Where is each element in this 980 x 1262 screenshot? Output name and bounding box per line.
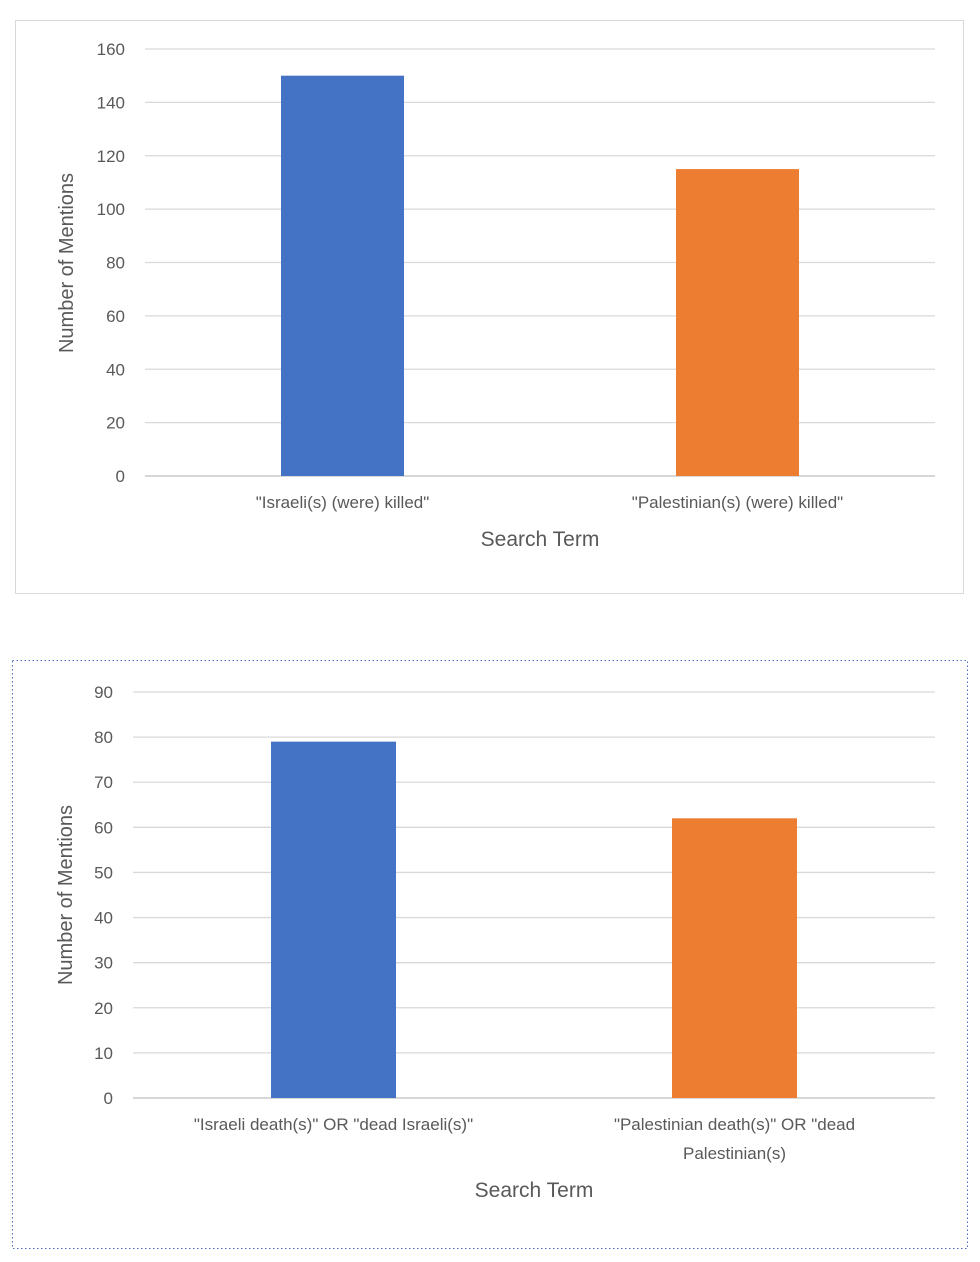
y-tick-label: 60 xyxy=(106,307,125,326)
y-tick-label: 120 xyxy=(97,147,125,166)
y-tick-label: 60 xyxy=(94,818,113,837)
bar-1 xyxy=(281,75,404,476)
y-tick-label: 20 xyxy=(106,414,125,433)
bar-2 xyxy=(676,169,799,476)
y-tick-label: 140 xyxy=(97,93,125,112)
chart-1: 0 20 40 60 80 100 120 140 160 "Israeli(s) (were) … xyxy=(56,40,935,551)
y-tick-label: 160 xyxy=(97,40,125,59)
y-axis-title: Number of Mentions xyxy=(55,805,77,985)
y-tick-label: 0 xyxy=(104,1089,113,1108)
y-tick-label: 90 xyxy=(94,683,113,702)
y-tick-label: 80 xyxy=(94,728,113,747)
y-axis-title: Number of Mentions xyxy=(56,173,78,353)
x-axis-title: Search Term xyxy=(481,528,600,551)
bar-1 xyxy=(271,741,396,1098)
y-tick-label: 70 xyxy=(94,773,113,792)
y-tick-label: 80 xyxy=(106,254,125,273)
y-tick-label: 100 xyxy=(97,200,125,219)
y-tick-label: 40 xyxy=(106,360,125,379)
x-tick-label: "Israeli death(s)" OR "dead Israeli(s)" xyxy=(194,1115,473,1134)
y-tick-label: 50 xyxy=(94,863,113,882)
chart-2: 0 10 20 30 40 50 60 70 80 90 "Israeli death(s)" OR… xyxy=(55,683,935,1202)
y-tick-label: 20 xyxy=(94,999,113,1018)
x-tick-label: Palestinian(s) xyxy=(683,1144,786,1163)
y-tick-label: 0 xyxy=(116,467,125,486)
x-tick-label: "Palestinian(s) (were) killed" xyxy=(632,493,843,512)
x-axis-title: Search Term xyxy=(475,1179,594,1202)
chart-2-frame xyxy=(12,660,968,1249)
bar-2 xyxy=(672,818,797,1098)
y-tick-label: 30 xyxy=(94,954,113,973)
x-tick-label: "Palestinian death(s)" OR "dead xyxy=(614,1115,855,1134)
chart-1-frame xyxy=(15,20,964,594)
y-tick-label: 40 xyxy=(94,909,113,928)
y-tick-label: 10 xyxy=(94,1044,113,1063)
x-tick-label: "Israeli(s) (were) killed" xyxy=(256,493,430,512)
